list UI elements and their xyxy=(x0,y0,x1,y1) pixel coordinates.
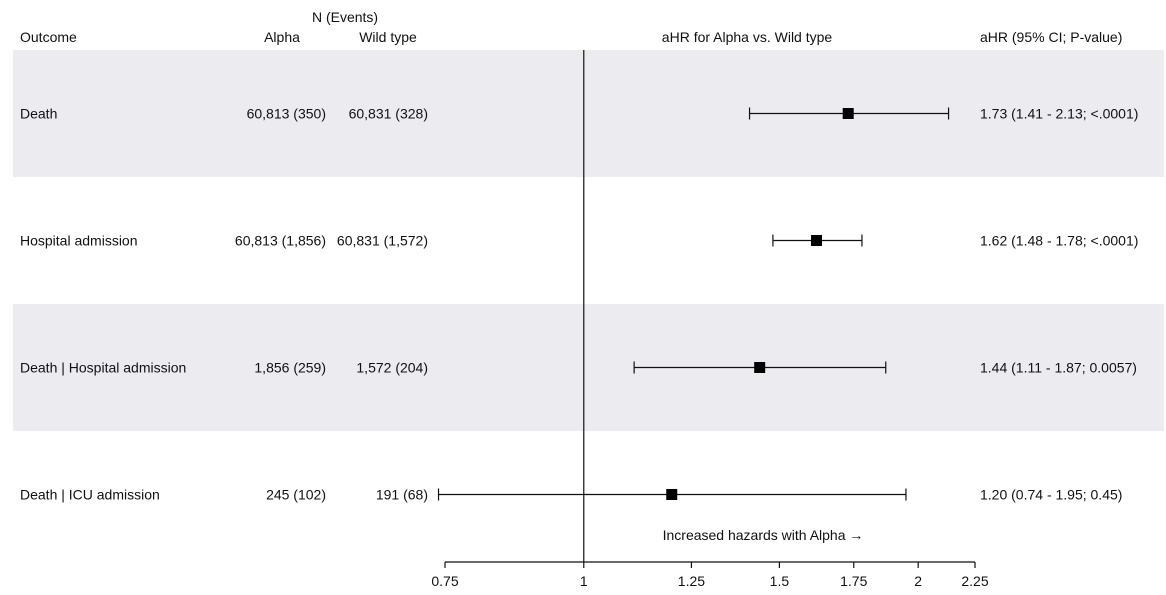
row-wildtype-n: 1,572 (204) xyxy=(356,360,428,376)
row-outcome: Death | ICU admission xyxy=(20,487,160,503)
header-stats: aHR (95% CI; P-value) xyxy=(980,29,1122,45)
row-alpha-n: 1,856 (259) xyxy=(254,360,326,376)
row-band xyxy=(13,50,1164,177)
direction-annotation: Increased hazards with Alpha → xyxy=(663,527,864,543)
row-wildtype-n: 60,831 (328) xyxy=(349,106,428,122)
row-hr-label: 1.62 (1.48 - 1.78; <.0001) xyxy=(980,233,1138,249)
row-bands xyxy=(13,50,1164,431)
x-tick-label: 1.75 xyxy=(840,573,867,589)
x-axis: 0.75 1 1.25 1.5 1.75 2 2.25 xyxy=(431,561,989,589)
row-wildtype-n: 191 (68) xyxy=(376,487,428,503)
row-hr-label: 1.44 (1.11 - 1.87; 0.0057) xyxy=(980,360,1137,376)
x-tick-label: 1.25 xyxy=(678,573,705,589)
hr-point xyxy=(811,235,823,246)
plot-title: aHR for Alpha vs. Wild type xyxy=(662,29,833,45)
hr-point xyxy=(754,362,766,373)
hr-point xyxy=(666,489,678,500)
row-outcome: Death xyxy=(20,106,57,122)
header-alpha: Alpha xyxy=(264,29,300,45)
hr-point xyxy=(842,108,854,119)
x-tick-label: 0.75 xyxy=(431,573,458,589)
row-outcome: Death | Hospital admission xyxy=(20,360,186,376)
row-alpha-n: 245 (102) xyxy=(266,487,326,503)
row-wildtype-n: 60,831 (1,572) xyxy=(337,233,428,249)
row-outcome: Hospital admission xyxy=(20,233,138,249)
row-alpha-n: 60,813 (1,856) xyxy=(235,233,326,249)
header-wild-type: Wild type xyxy=(359,29,417,45)
row-band xyxy=(13,304,1164,431)
header-n-events: N (Events) xyxy=(312,9,378,25)
forest-marks xyxy=(437,107,950,501)
header-outcome: Outcome xyxy=(20,29,77,45)
x-tick-label: 1 xyxy=(580,573,588,589)
row-hr-label: 1.20 (0.74 - 1.95; 0.45) xyxy=(980,487,1122,503)
row-alpha-n: 60,813 (350) xyxy=(247,106,326,122)
row-hr-label: 1.73 (1.41 - 2.13; <.0001) xyxy=(980,106,1138,122)
x-tick-label: 2 xyxy=(914,573,922,589)
x-tick-label: 2.25 xyxy=(961,573,988,589)
x-tick-label: 1.5 xyxy=(770,573,790,589)
forest-rows: Death 60,813 (350) 60,831 (328) 1.73 (1.41 … xyxy=(20,106,1138,503)
